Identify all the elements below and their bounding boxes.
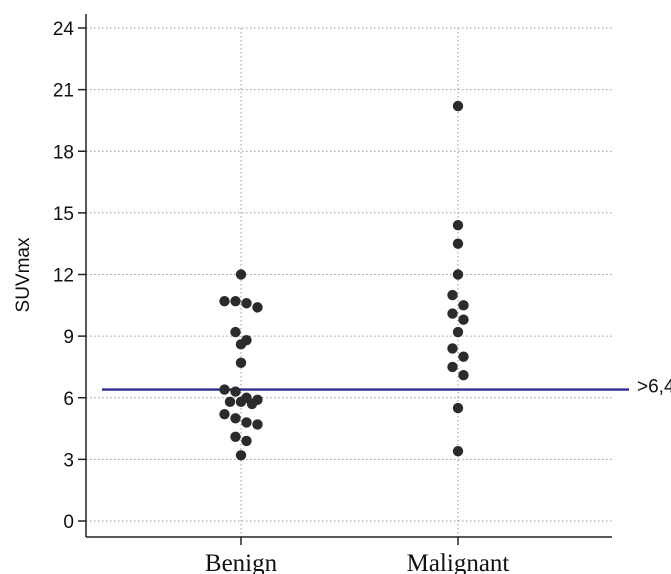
data-point <box>458 351 469 362</box>
data-point <box>235 339 247 350</box>
data-point <box>458 300 469 311</box>
data-point <box>224 396 236 408</box>
data-point <box>241 417 252 428</box>
data-point <box>458 314 469 325</box>
labels-layer: Benign Malignant SUVmax <box>13 237 509 574</box>
cutoff-layer: >6,4 <box>102 377 671 398</box>
data-point <box>219 296 230 307</box>
data-point <box>452 238 464 249</box>
data-point <box>241 435 252 447</box>
data-point <box>230 326 241 338</box>
data-point <box>235 396 247 408</box>
data-point <box>252 419 263 430</box>
points-layer <box>219 100 469 461</box>
y-axis-title: SUVmax <box>13 237 34 312</box>
y-tick-label: 21 <box>53 81 74 102</box>
data-point <box>235 269 247 280</box>
y-tick-label: 18 <box>53 142 74 163</box>
data-point <box>447 343 458 354</box>
data-point <box>230 296 241 307</box>
cutoff-label: >6,4 <box>637 377 671 398</box>
data-point <box>452 402 464 414</box>
data-point <box>452 100 464 112</box>
data-point <box>452 220 464 231</box>
y-tick-label: 0 <box>63 512 74 533</box>
grid-layer <box>86 27 612 537</box>
data-point <box>452 445 464 457</box>
data-point <box>452 269 464 280</box>
data-point <box>252 302 263 313</box>
y-tick-label: 24 <box>53 19 75 40</box>
data-point <box>230 386 241 397</box>
category-label: Benign <box>205 550 278 574</box>
data-point <box>447 308 458 319</box>
data-point <box>447 289 458 301</box>
category-label: Malignant <box>407 550 510 574</box>
y-tick-label: 15 <box>53 204 74 225</box>
y-tick-label: 3 <box>63 450 74 471</box>
axis-layer: 0 3 6 9 12 15 18 21 24 <box>53 14 612 545</box>
data-point <box>219 408 230 420</box>
data-point <box>230 431 241 442</box>
y-tick-label: 12 <box>53 266 74 287</box>
y-tick-label: 9 <box>63 327 74 348</box>
data-point <box>458 369 469 381</box>
data-point <box>235 450 247 461</box>
data-point <box>447 361 458 373</box>
data-point <box>235 357 247 369</box>
data-point <box>452 326 464 338</box>
data-point <box>241 298 252 309</box>
data-point <box>230 413 241 424</box>
data-point <box>246 398 258 410</box>
data-point <box>219 384 230 395</box>
y-tick-label: 6 <box>63 389 74 410</box>
